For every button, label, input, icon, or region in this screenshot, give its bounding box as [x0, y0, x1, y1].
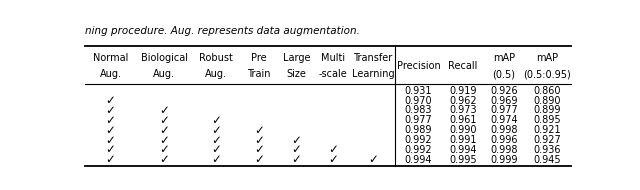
- Text: mAP: mAP: [536, 53, 558, 63]
- Text: 0.921: 0.921: [534, 125, 561, 135]
- Text: -scale: -scale: [319, 69, 348, 79]
- Text: 0.969: 0.969: [490, 96, 518, 105]
- Text: mAP: mAP: [493, 53, 515, 63]
- Text: 0.890: 0.890: [534, 96, 561, 105]
- Text: ✓: ✓: [106, 104, 115, 117]
- Text: 0.999: 0.999: [490, 155, 518, 165]
- Text: 0.992: 0.992: [404, 145, 432, 155]
- Text: Large: Large: [283, 53, 310, 63]
- Text: 0.926: 0.926: [490, 86, 518, 96]
- Text: ✓: ✓: [211, 143, 221, 156]
- Text: 0.927: 0.927: [533, 135, 561, 145]
- Text: 0.919: 0.919: [449, 86, 477, 96]
- Text: ✓: ✓: [159, 104, 169, 117]
- Text: 0.990: 0.990: [449, 125, 477, 135]
- Text: Aug.: Aug.: [99, 69, 122, 79]
- Text: ✓: ✓: [159, 124, 169, 137]
- Text: 0.970: 0.970: [404, 96, 432, 105]
- Text: ✓: ✓: [106, 114, 115, 127]
- Text: 0.977: 0.977: [490, 105, 518, 115]
- Text: ✓: ✓: [159, 134, 169, 146]
- Text: 0.994: 0.994: [449, 145, 477, 155]
- Text: Transfer: Transfer: [353, 53, 392, 63]
- Text: Aug.: Aug.: [153, 69, 175, 79]
- Text: ✓: ✓: [328, 143, 338, 156]
- Text: 0.998: 0.998: [490, 145, 518, 155]
- Text: ning procedure. Aug. represents data augmentation.: ning procedure. Aug. represents data aug…: [85, 26, 360, 36]
- Text: Precision: Precision: [397, 61, 440, 71]
- Text: Normal: Normal: [93, 53, 128, 63]
- Text: 0.973: 0.973: [449, 105, 477, 115]
- Text: 0.860: 0.860: [534, 86, 561, 96]
- Text: 0.989: 0.989: [404, 125, 432, 135]
- Text: Multi: Multi: [321, 53, 346, 63]
- Text: 0.983: 0.983: [404, 105, 432, 115]
- Text: ✓: ✓: [106, 143, 115, 156]
- Text: ✓: ✓: [159, 114, 169, 127]
- Text: 0.962: 0.962: [449, 96, 477, 105]
- Text: Robust: Robust: [199, 53, 233, 63]
- Text: Biological: Biological: [141, 53, 188, 63]
- Text: ✓: ✓: [106, 124, 115, 137]
- Text: ✓: ✓: [253, 134, 264, 146]
- Text: 0.895: 0.895: [534, 115, 561, 125]
- Text: Recall: Recall: [449, 61, 478, 71]
- Text: ✓: ✓: [106, 153, 115, 166]
- Text: 0.961: 0.961: [449, 115, 477, 125]
- Text: ✓: ✓: [291, 153, 301, 166]
- Text: 0.931: 0.931: [404, 86, 432, 96]
- Text: ✓: ✓: [253, 143, 264, 156]
- Text: ✓: ✓: [368, 153, 378, 166]
- Text: (0.5:0.95): (0.5:0.95): [524, 69, 571, 79]
- Text: Learning: Learning: [351, 69, 394, 79]
- Text: 0.945: 0.945: [534, 155, 561, 165]
- Text: ✓: ✓: [211, 114, 221, 127]
- Text: ✓: ✓: [106, 94, 115, 107]
- Text: Aug.: Aug.: [205, 69, 227, 79]
- Text: 0.974: 0.974: [490, 115, 518, 125]
- Text: ✓: ✓: [159, 153, 169, 166]
- Text: ✓: ✓: [291, 134, 301, 146]
- Text: 0.899: 0.899: [534, 105, 561, 115]
- Text: 0.998: 0.998: [490, 125, 518, 135]
- Text: Pre: Pre: [251, 53, 266, 63]
- Text: 0.991: 0.991: [449, 135, 477, 145]
- Text: ✓: ✓: [211, 134, 221, 146]
- Text: Train: Train: [247, 69, 271, 79]
- Text: ✓: ✓: [159, 143, 169, 156]
- Text: ✓: ✓: [211, 124, 221, 137]
- Text: 0.996: 0.996: [490, 135, 518, 145]
- Text: 0.992: 0.992: [404, 135, 432, 145]
- Text: 0.995: 0.995: [449, 155, 477, 165]
- Text: 0.994: 0.994: [404, 155, 432, 165]
- Text: ✓: ✓: [328, 153, 338, 166]
- Text: ✓: ✓: [211, 153, 221, 166]
- Text: ✓: ✓: [106, 134, 115, 146]
- Text: (0.5): (0.5): [492, 69, 515, 79]
- Text: 0.936: 0.936: [534, 145, 561, 155]
- Text: 0.977: 0.977: [404, 115, 433, 125]
- Text: ✓: ✓: [291, 143, 301, 156]
- Text: Size: Size: [287, 69, 307, 79]
- Text: ✓: ✓: [253, 124, 264, 137]
- Text: ✓: ✓: [253, 153, 264, 166]
